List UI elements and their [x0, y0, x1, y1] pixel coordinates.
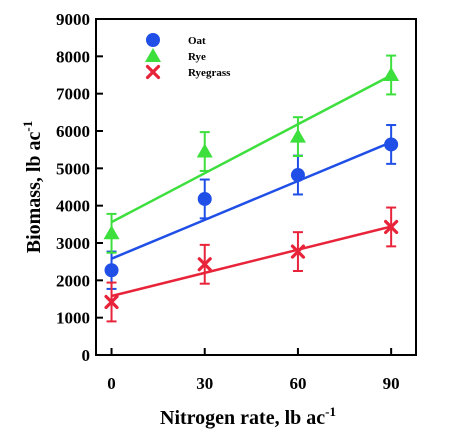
fit-line-ryegrass	[111, 225, 392, 298]
legend-marker-rye	[145, 48, 161, 62]
x-axis-title-text: Nitrogen rate, lb ac	[160, 407, 325, 429]
legend-label-rye: Rye	[188, 51, 206, 63]
y-tick-label: 6000	[56, 122, 90, 141]
y-axis-title-text: Biomass, lb ac	[23, 131, 45, 253]
data-point-oat	[384, 137, 399, 152]
data-point-ryegrass	[197, 257, 212, 272]
x-axis-title: Nitrogen rate, lb ac-1	[160, 404, 336, 429]
x-axis-title-superscript: -1	[325, 404, 336, 419]
fit-line-rye	[110, 74, 392, 224]
data-point-oat	[197, 191, 212, 206]
legend-marker-ryegrass	[145, 64, 161, 80]
data-point-oat	[104, 263, 119, 278]
y-tick-label: 9000	[56, 10, 90, 29]
data-point-rye	[289, 128, 306, 143]
legend-label-oat: Oat	[188, 35, 206, 47]
y-tick-label: 7000	[56, 85, 90, 104]
y-tick-label: 1000	[56, 309, 90, 328]
data-point-rye	[196, 143, 213, 158]
data-point-rye	[383, 67, 400, 81]
fit-line-oat	[111, 141, 392, 260]
legend: Oat Rye Ryegrass	[145, 33, 231, 80]
legend-label-ryegrass: Ryegrass	[188, 67, 231, 79]
data-point-oat	[290, 168, 305, 183]
legend-marker-oat	[146, 33, 160, 47]
y-axis-title-superscript: -1	[20, 121, 35, 132]
x-tick-label: 0	[107, 374, 116, 393]
data-point-rye	[103, 225, 120, 240]
series-rye	[103, 54, 400, 254]
y-axis-title: Biomass, lb ac-1	[20, 121, 45, 254]
y-tick-label: 3000	[56, 234, 90, 253]
data-point-ryegrass	[290, 244, 306, 259]
data-point-ryegrass	[384, 219, 399, 235]
y-tick-label: 4000	[56, 197, 90, 216]
y-tick-label: 8000	[56, 47, 90, 66]
data-point-ryegrass	[104, 294, 119, 310]
y-tick-label: 0	[82, 346, 91, 365]
y-tick-label: 2000	[56, 271, 90, 290]
series-layer	[103, 54, 400, 323]
series-ryegrass	[104, 206, 399, 323]
plot-frame	[95, 18, 417, 356]
y-tick-label: 5000	[56, 159, 90, 178]
x-axis: 0 30 60 90	[107, 348, 400, 393]
x-tick-label: 30	[196, 374, 213, 393]
y-axis: 0 1000 2000 3000 4000 5000 6000 7000 8000 9000	[56, 10, 103, 365]
x-tick-label: 60	[289, 374, 306, 393]
x-tick-label: 90	[383, 374, 400, 393]
